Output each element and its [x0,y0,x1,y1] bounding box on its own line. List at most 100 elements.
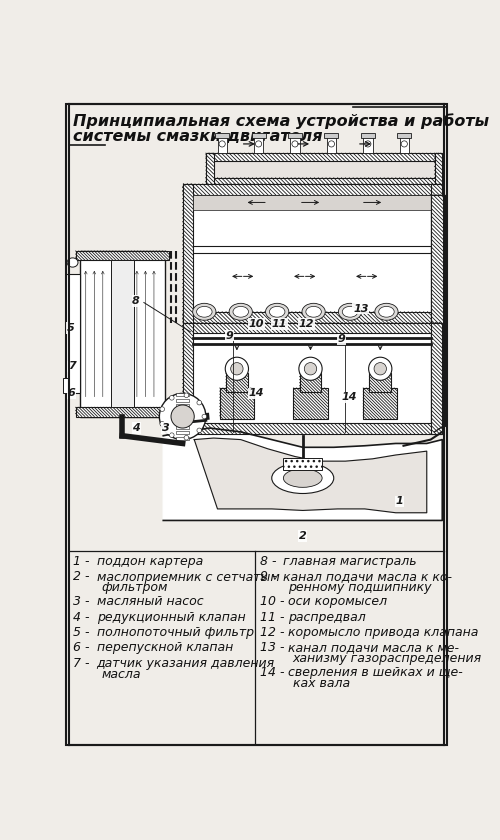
Text: 8 -: 8 - [260,555,276,568]
Bar [176,420,189,423]
Text: 14: 14 [342,392,357,402]
Text: 11 -: 11 - [260,611,284,623]
Ellipse shape [338,303,361,320]
Bar [76,251,168,260]
Bar [220,388,254,419]
Ellipse shape [306,307,322,318]
Bar [206,178,442,186]
Bar [80,251,165,417]
Bar [432,195,446,426]
Text: маслоприемник с сетчатым: маслоприемник с сетчатым [96,570,280,584]
Text: 3: 3 [162,423,170,433]
Bar [182,184,442,195]
Ellipse shape [196,307,212,318]
Ellipse shape [272,463,334,493]
Text: 14: 14 [248,388,264,398]
Bar [182,323,194,434]
Ellipse shape [270,307,285,318]
Bar [427,470,442,501]
Text: ках вала: ках вала [292,677,350,690]
Ellipse shape [299,357,322,381]
Bar [176,431,189,434]
Bar [363,136,372,153]
Ellipse shape [160,407,164,412]
Bar [432,184,442,323]
Text: 3 -: 3 - [74,595,90,608]
Ellipse shape [304,363,316,375]
Bar [327,136,336,153]
Ellipse shape [225,357,248,381]
Ellipse shape [256,141,262,147]
Bar [76,407,168,417]
Text: 7 -: 7 - [74,657,90,669]
Text: главная магистраль: главная магистраль [284,555,417,568]
Ellipse shape [160,393,206,439]
Bar [182,184,194,323]
Text: 13 -: 13 - [260,642,284,654]
Text: 1: 1 [396,496,404,507]
Ellipse shape [184,435,188,440]
Text: 9: 9 [225,331,233,341]
Bar [66,274,80,393]
Text: датчик указания давления: датчик указания давления [96,657,274,669]
Ellipse shape [292,141,298,147]
Ellipse shape [229,303,252,320]
Ellipse shape [266,303,289,320]
Text: 6 -: 6 - [74,642,90,654]
Bar [284,458,322,470]
Bar [182,312,442,323]
Ellipse shape [67,258,78,267]
Bar [214,160,434,178]
Ellipse shape [302,303,325,320]
Ellipse shape [365,141,371,147]
Ellipse shape [192,303,216,320]
Text: масляный насос: масляный насос [96,595,203,608]
Text: поддон картера: поддон картера [96,555,203,568]
Text: 2: 2 [299,531,306,541]
Text: перепускной клапан: перепускной клапан [96,642,233,654]
Text: 5 -: 5 - [74,626,90,639]
Text: ханизму газораспределения: ханизму газораспределения [292,652,482,665]
Bar [398,133,411,138]
Bar [176,410,189,412]
Text: 12 -: 12 - [260,626,284,639]
Bar [194,195,432,312]
Ellipse shape [374,363,386,375]
Bar [176,415,189,418]
Text: масла: масла [101,668,141,680]
Ellipse shape [401,141,407,147]
Ellipse shape [170,396,174,400]
Ellipse shape [160,422,164,426]
Text: 11: 11 [272,319,287,329]
Text: 9: 9 [338,334,345,344]
Text: 1 -: 1 - [74,555,90,568]
Text: Принципиальная схема устройства и работы: Принципиальная схема устройства и работы [74,113,490,129]
Ellipse shape [233,307,248,318]
Bar [363,388,398,419]
Ellipse shape [170,433,174,438]
Ellipse shape [202,414,206,419]
Text: редукционный клапан: редукционный клапан [96,611,245,623]
Bar [182,323,442,333]
Bar [432,323,442,434]
Ellipse shape [219,141,225,147]
Text: 10: 10 [248,319,264,329]
Text: полнопоточный фильтр: полнопоточный фильтр [96,626,254,639]
Bar [294,388,328,419]
Text: системы смазки двигателя: системы смазки двигателя [74,129,323,144]
Polygon shape [194,438,427,512]
Bar [226,373,248,391]
Text: 4: 4 [132,423,140,433]
Bar [176,426,189,428]
Bar [194,195,432,210]
Ellipse shape [197,401,202,405]
Ellipse shape [378,307,394,318]
Bar [434,153,442,186]
Ellipse shape [284,469,322,487]
Text: 9 -: 9 - [260,570,276,584]
Text: канал подачи масла к ко-: канал подачи масла к ко- [284,570,452,584]
Ellipse shape [328,141,334,147]
Text: 5: 5 [66,323,74,333]
Text: ренному подшипнику: ренному подшипнику [288,581,432,594]
Bar [288,133,302,138]
